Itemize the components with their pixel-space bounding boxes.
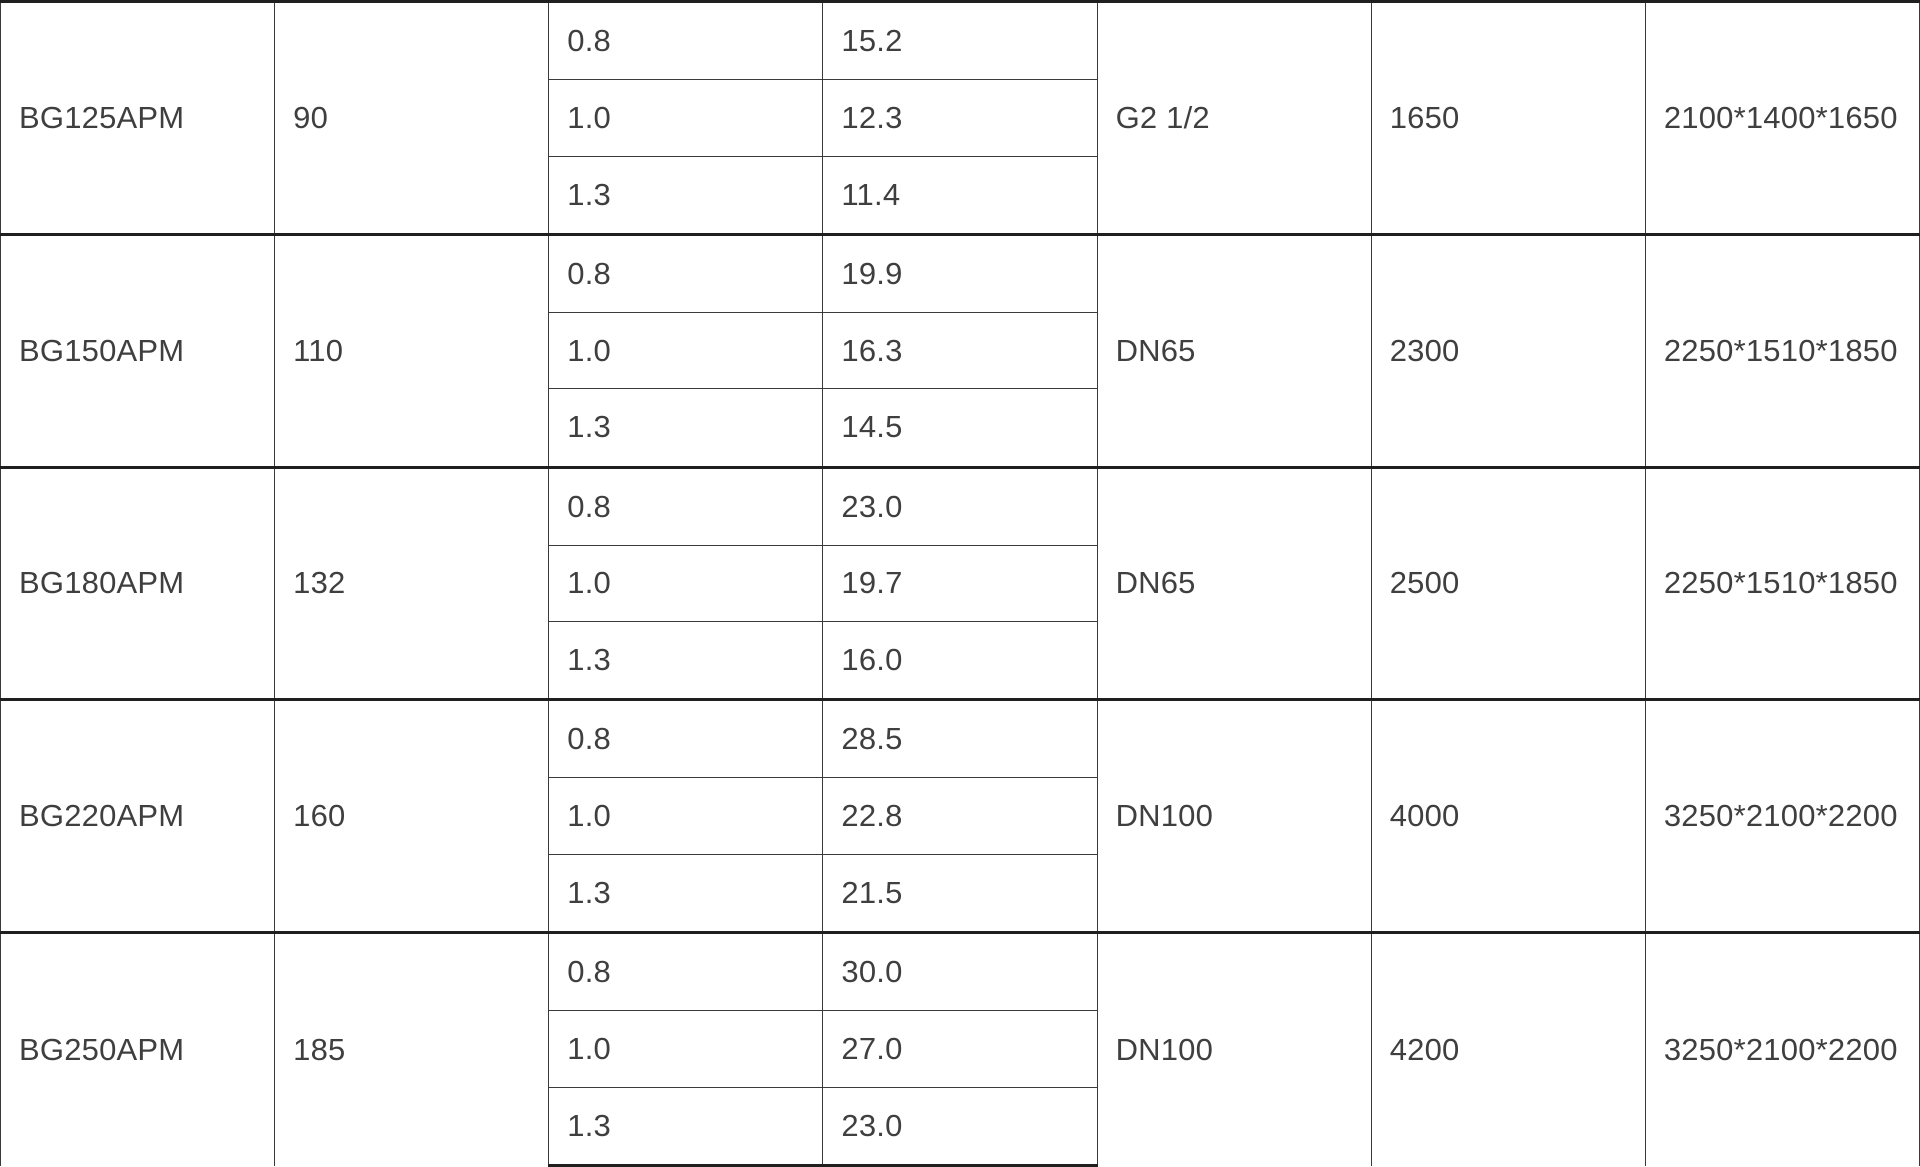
table-row: 1.0 27.0 <box>1 1010 1920 1088</box>
cell-weight: 1650 <box>1370 0 1646 235</box>
table-row: 1.0 12.3 <box>1 79 1920 157</box>
cell-air-flow: 30.0 <box>822 931 1098 1012</box>
cell-dimensions: 2100*1400*1650 <box>1644 0 1920 235</box>
cell-working-pressure: 1.0 <box>548 1010 824 1088</box>
cell-working-pressure: 1.3 <box>548 155 824 235</box>
cell-air-flow: 27.0 <box>822 1010 1098 1088</box>
cell-air-flow: 28.5 <box>822 698 1098 779</box>
cell-model: BG180APM <box>0 465 276 700</box>
cell-air-flow: 11.4 <box>822 155 1098 235</box>
table-row: 1.3 21.5 <box>1 853 1920 934</box>
cell-motor-power: 90 <box>274 0 550 235</box>
cell-weight: 4000 <box>1370 698 1646 933</box>
cell-outlet-size: DN65 <box>1096 232 1372 468</box>
cell-air-flow: 22.8 <box>822 777 1098 855</box>
cell-motor-power: 110 <box>274 232 550 468</box>
cell-model: BG220APM <box>0 698 276 933</box>
cell-working-pressure: 1.3 <box>548 621 824 701</box>
cell-model: BG250APM <box>0 931 276 1166</box>
cell-working-pressure: 1.3 <box>548 1086 824 1167</box>
cell-air-flow: 23.0 <box>822 465 1098 546</box>
cell-model: BG150APM <box>0 232 276 468</box>
cell-motor-power: 160 <box>274 698 550 933</box>
cell-air-flow: 12.3 <box>822 79 1098 157</box>
cell-air-flow: 14.5 <box>822 388 1098 468</box>
cell-working-pressure: 1.3 <box>548 853 824 934</box>
cell-model: BG125APM <box>0 0 276 235</box>
cell-air-flow: 15.2 <box>822 0 1098 81</box>
cell-air-flow: 19.7 <box>822 544 1098 623</box>
cell-dimensions: 3250*2100*2200 <box>1644 931 1920 1166</box>
table-row: 1.3 16.0 <box>1 621 1920 701</box>
table-row: 1.0 22.8 <box>1 777 1920 855</box>
cell-air-flow: 16.3 <box>822 311 1098 390</box>
cell-air-flow: 16.0 <box>822 621 1098 701</box>
cell-air-flow: 19.9 <box>822 232 1098 313</box>
table-row: BG180APM 132 0.8 23.0 DN65 2500 2250*1510*1850 <box>0 465 1920 700</box>
cell-weight: 4200 <box>1370 931 1646 1166</box>
cell-weight: 2500 <box>1370 465 1646 700</box>
cell-weight: 2300 <box>1370 232 1646 468</box>
table-row: 1.0 19.7 <box>1 544 1920 623</box>
table-row: BG250APM 185 0.8 30.0 DN100 4200 3250*2100*220… <box>0 931 1920 1166</box>
cell-working-pressure: 1.0 <box>548 777 824 855</box>
cell-working-pressure: 1.0 <box>548 311 824 390</box>
table-row: 1.0 16.3 <box>1 311 1920 390</box>
cell-motor-power: 185 <box>274 931 550 1166</box>
cell-working-pressure: 0.8 <box>548 931 824 1012</box>
cell-air-flow: 23.0 <box>822 1086 1098 1167</box>
cell-outlet-size: DN100 <box>1096 698 1372 933</box>
cell-working-pressure: 0.8 <box>548 698 824 779</box>
table-row: BG150APM 110 0.8 19.9 DN65 2300 2250*1510*1850 <box>0 232 1920 468</box>
cell-working-pressure: 1.0 <box>548 79 824 157</box>
cell-working-pressure: 0.8 <box>548 232 824 313</box>
table-row: BG125APM 90 0.8 15.2 G2 1/2 1650 2100*1400*165… <box>0 0 1920 235</box>
cell-dimensions: 2250*1510*1850 <box>1644 465 1920 700</box>
cell-working-pressure: 1.0 <box>548 544 824 623</box>
cell-motor-power: 132 <box>274 465 550 700</box>
cell-outlet-size: G2 1/2 <box>1096 0 1372 235</box>
cell-working-pressure: 1.3 <box>548 388 824 468</box>
cell-working-pressure: 0.8 <box>548 0 824 81</box>
table-row: BG220APM 160 0.8 28.5 DN100 4000 3250*2100*220… <box>0 698 1920 933</box>
cell-dimensions: 2250*1510*1850 <box>1644 232 1920 468</box>
cell-dimensions: 3250*2100*2200 <box>1644 698 1920 933</box>
table-row: 1.3 23.0 <box>1 1086 1920 1167</box>
cell-working-pressure: 0.8 <box>548 465 824 546</box>
cell-outlet-size: DN65 <box>1096 465 1372 700</box>
cell-outlet-size: DN100 <box>1096 931 1372 1166</box>
cell-air-flow: 21.5 <box>822 853 1098 934</box>
